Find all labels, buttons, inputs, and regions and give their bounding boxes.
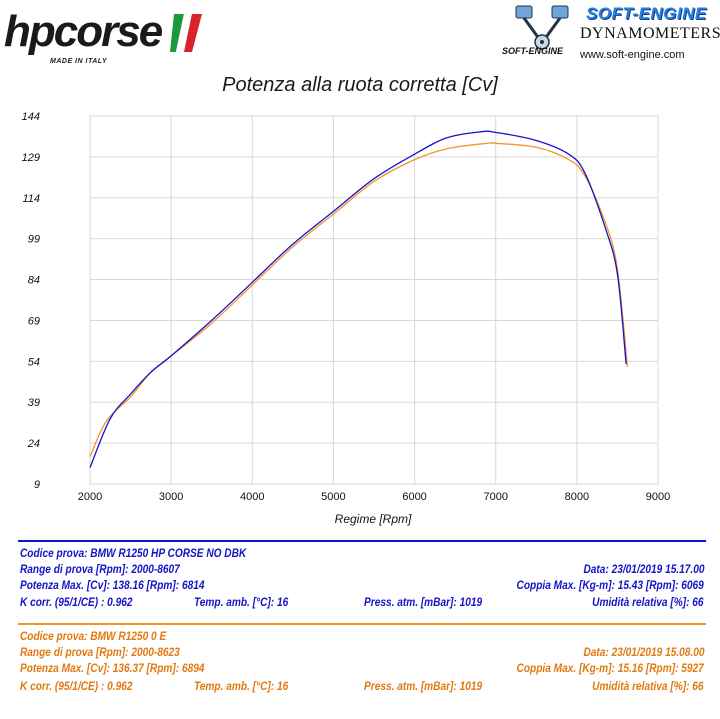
- chart-series: [89, 130, 629, 468]
- x-axis-label: Regime [Rpm]: [335, 512, 412, 526]
- soft-engine-title: SOFT-ENGINE: [586, 4, 707, 23]
- y-axis-ticks: 9 24 39 54 69 84 99 114 129 144: [22, 111, 40, 491]
- x-tick-label: 7000: [483, 491, 507, 503]
- run1-codice: Codice prova: BMW R1250 HP CORSE NO DBK: [20, 548, 247, 560]
- engine-pistons-icon: [515, 5, 569, 50]
- soft-engine-url: www.soft-engine.com: [580, 49, 685, 61]
- y-tick-label: 39: [28, 397, 40, 409]
- soft-engine-logo: SOFT-ENGINE SOFT-ENGINE DYNAMOMETERS www…: [500, 2, 720, 72]
- y-tick-label: 69: [28, 315, 40, 327]
- run1-kcorr: K corr. (95/1/CE) : 0.962: [20, 597, 133, 609]
- italian-flag-icon: [170, 14, 202, 52]
- x-tick-label: 2000: [78, 491, 102, 503]
- run2-press: Press. atm. [mBar]: 1019: [364, 681, 483, 693]
- x-axis-ticks: 2000 3000 4000 5000 6000 7000 8000 9000: [78, 491, 670, 503]
- x-tick-label: 3000: [159, 491, 183, 503]
- y-tick-label: 129: [22, 152, 40, 164]
- hp-corse-tagline: MADE IN ITALY: [50, 58, 108, 65]
- chart-grid: [89, 115, 659, 485]
- run1-potenza: Potenza Max. [Cv]: 138.16 [Rpm]: 6814: [20, 580, 205, 592]
- run1-data: Data: 23/01/2019 15.17.00: [583, 564, 704, 576]
- run2-temp: Temp. amb. [°C]: 16: [194, 681, 289, 693]
- chart-title: Potenza alla ruota corretta [Cv]: [222, 74, 498, 96]
- run1-temp: Temp. amb. [°C]: 16: [194, 597, 289, 609]
- run2-kcorr: K corr. (95/1/CE) : 0.962: [20, 681, 133, 693]
- hp-corse-logo: hpcorse MADE IN ITALY: [4, 8, 204, 68]
- run2-range: Range di prova [Rpm]: 2000-8623: [20, 647, 180, 659]
- hp-corse-brand: hpcorse: [4, 7, 163, 56]
- series-line-blue: [89, 130, 627, 468]
- x-tick-label: 8000: [565, 491, 589, 503]
- x-tick-label: 5000: [321, 491, 345, 503]
- run2-umid: Umidità relativa [%]: 66: [592, 681, 704, 693]
- run1-coppia: Coppia Max. [Kg-m]: 15.43 [Rpm]: 6069: [516, 580, 704, 592]
- y-tick-label: 114: [22, 193, 40, 205]
- plot-frame: [89, 115, 659, 485]
- run1-umid: Umidità relativa [%]: 66: [592, 597, 704, 609]
- run2-codice: Codice prova: BMW R1250 0 E: [20, 631, 167, 643]
- dynamometers-label: DYNAMOMETERS: [580, 25, 720, 42]
- x-tick-label: 4000: [240, 491, 264, 503]
- run1-press: Press. atm. [mBar]: 1019: [364, 597, 483, 609]
- power-chart: 9 24 39 54 69 84 99 114 129 144 2000 3000 4000 5000 6…: [22, 111, 671, 526]
- x-tick-label: 9000: [646, 491, 670, 503]
- y-tick-label: 54: [28, 356, 40, 368]
- run1-range: Range di prova [Rpm]: 2000-8607: [20, 564, 180, 576]
- y-tick-label: 9: [34, 479, 40, 491]
- soft-engine-small-brand: SOFT-ENGINE: [502, 46, 564, 56]
- run2-coppia: Coppia Max. [Kg-m]: 15.16 [Rpm]: 5927: [516, 663, 704, 675]
- run2-data: Data: 23/01/2019 15.08.00: [583, 647, 704, 659]
- run-info-blue: Codice prova: BMW R1250 HP CORSE NO DBK …: [18, 540, 706, 616]
- run2-potenza: Potenza Max. [Cv]: 136.37 [Rpm]: 6894: [20, 663, 205, 675]
- y-tick-label: 24: [27, 438, 40, 450]
- run-info-orange: Codice prova: BMW R1250 0 E Range di pro…: [18, 623, 706, 701]
- x-tick-label: 6000: [402, 491, 426, 503]
- y-tick-label: 99: [28, 234, 40, 246]
- y-tick-label: 84: [28, 275, 40, 287]
- y-tick-label: 144: [22, 111, 40, 123]
